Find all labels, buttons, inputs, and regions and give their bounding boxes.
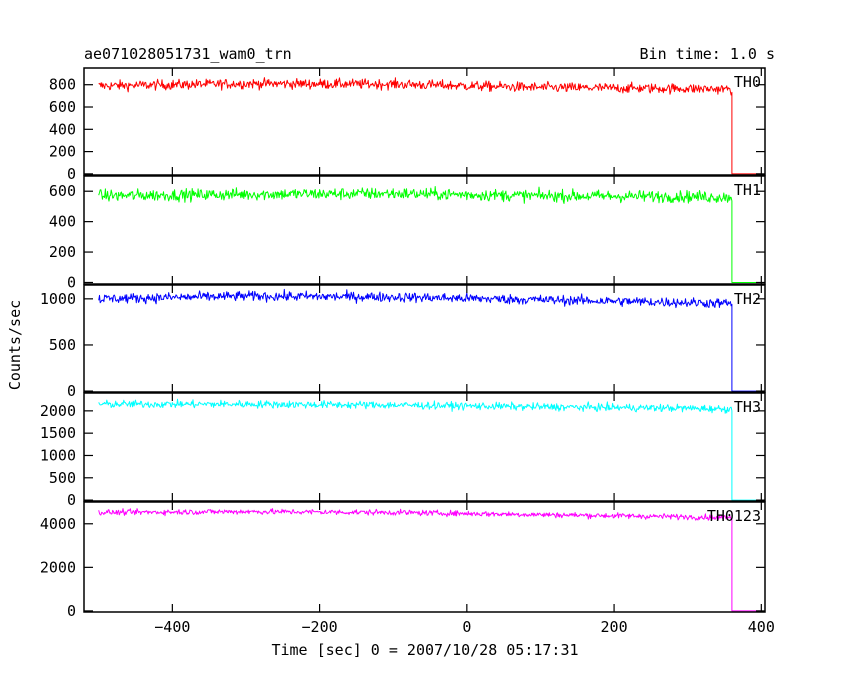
series-label: TH0123 — [707, 507, 761, 525]
y-tick-label: 0 — [67, 602, 76, 620]
x-axis-label: Time [sec] 0 = 2007/10/28 05:17:31 — [271, 641, 578, 659]
y-tick-label: 2000 — [40, 558, 76, 576]
panel-frame — [83, 392, 766, 502]
panel-th0: 0 200 400 600 800 TH0 — [49, 67, 766, 183]
series-label: TH2 — [734, 290, 761, 308]
panel-th2: 0 500 1000 TH2 — [40, 284, 766, 400]
y-tick-label: 2000 — [40, 402, 76, 420]
series-line-th0123 — [98, 508, 762, 612]
x-tick-label: −400 — [154, 618, 190, 636]
y-axis-label: Counts/sec — [6, 300, 24, 390]
panel-frame — [83, 284, 766, 393]
y-tick-label: 1500 — [40, 424, 76, 442]
y-tick-label: 0 — [67, 382, 76, 400]
panel-frame — [83, 67, 766, 176]
y-tick-label: 200 — [49, 143, 76, 161]
series-line-th0 — [98, 77, 762, 175]
y-tick-label: 1000 — [40, 290, 76, 308]
x-tick-label: 400 — [748, 618, 775, 636]
chart-title: ae071028051731_wam0_trn — [84, 45, 292, 63]
panel-th0123: 0 2000 4000 TH0123 — [40, 501, 766, 620]
panel-th1: 0 200 400 600 TH1 — [49, 175, 766, 291]
panel-frame — [83, 175, 766, 285]
series-line-th3 — [98, 398, 762, 501]
series-line-th1 — [98, 186, 762, 283]
series-label: TH0 — [734, 73, 761, 91]
series-line-th2 — [98, 288, 762, 392]
y-tick-label: 0 — [67, 491, 76, 509]
y-tick-label: 400 — [49, 120, 76, 138]
y-tick-label: 400 — [49, 213, 76, 231]
bin-time-label: Bin time: 1.0 s — [640, 45, 775, 63]
panel-th3: 0 500 1000 1500 2000 TH3 — [40, 392, 766, 509]
x-tick-label: −200 — [302, 618, 338, 636]
y-tick-label: 500 — [49, 336, 76, 354]
x-tick-label: 200 — [601, 618, 628, 636]
series-label: TH3 — [734, 398, 761, 416]
series-label: TH1 — [734, 181, 761, 199]
y-tick-label: 0 — [67, 165, 76, 183]
y-tick-label: 600 — [49, 98, 76, 116]
y-tick-label: 4000 — [40, 515, 76, 533]
y-tick-label: 1000 — [40, 446, 76, 464]
panel-frame — [83, 501, 766, 613]
y-tick-label: 600 — [49, 182, 76, 200]
y-tick-label: 200 — [49, 243, 76, 261]
panels-group: 0 200 400 600 800 TH0 0 200 400 600 TH1 0 500 1000 TH2… — [40, 67, 775, 636]
y-tick-label: 0 — [67, 273, 76, 291]
y-tick-label: 800 — [49, 76, 76, 94]
x-tick-label: 0 — [462, 618, 471, 636]
y-tick-label: 500 — [49, 469, 76, 487]
